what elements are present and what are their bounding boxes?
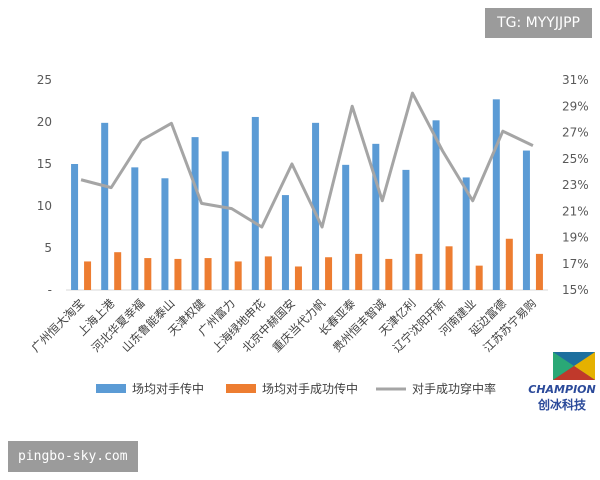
bar-successful-crosses bbox=[144, 258, 152, 290]
bar-crosses bbox=[372, 143, 380, 290]
logo-name: CHAMPION bbox=[528, 383, 595, 396]
logo-mark-green bbox=[553, 352, 574, 380]
bar-successful-crosses bbox=[84, 261, 92, 290]
y2-tick-label: 29% bbox=[562, 99, 589, 113]
bar-crosses bbox=[191, 137, 199, 290]
bar-successful-crosses bbox=[204, 258, 212, 290]
legend-label: 场均对手成功传中 bbox=[262, 381, 358, 396]
bar-crosses bbox=[492, 99, 500, 290]
bar-successful-crosses bbox=[385, 258, 393, 290]
y2-tick-label: 15% bbox=[562, 283, 589, 297]
bar-crosses bbox=[312, 122, 320, 290]
y-tick-label: 10 bbox=[37, 199, 52, 213]
bar-crosses bbox=[522, 150, 530, 290]
y-tick-label: 15 bbox=[37, 157, 52, 171]
bar-crosses bbox=[402, 169, 410, 290]
bar-successful-crosses bbox=[415, 253, 423, 290]
legend-label: 对手成功穿中率 bbox=[412, 381, 496, 396]
combo-chart: -51015202515%17%19%21%23%25%27%29%31%广州恒… bbox=[28, 73, 596, 412]
watermark-url: pingbo-sky.com bbox=[8, 441, 138, 472]
bar-successful-crosses bbox=[355, 253, 363, 290]
bar-crosses bbox=[101, 122, 109, 290]
line-success-rate bbox=[80, 91, 534, 229]
bar-successful-crosses bbox=[264, 256, 272, 290]
bar-crosses bbox=[221, 151, 229, 290]
bar-crosses bbox=[342, 164, 350, 290]
bar-crosses bbox=[71, 164, 79, 290]
y2-tick-label: 23% bbox=[562, 178, 589, 192]
y-tick-label: - bbox=[48, 283, 52, 297]
y2-tick-label: 21% bbox=[562, 204, 589, 218]
y2-tick-label: 25% bbox=[562, 152, 589, 166]
bar-crosses bbox=[161, 178, 169, 290]
chart-panel: -5 10 15 20 25 15% 17% 19% 21% 23% 25% 27% 29% 31% 广州恒… bbox=[0, 60, 600, 420]
bar-crosses bbox=[432, 120, 440, 290]
bar-successful-crosses bbox=[114, 252, 122, 290]
bar-crosses bbox=[131, 167, 139, 290]
logo-subtitle: 创冰科技 bbox=[537, 397, 587, 412]
bar-successful-crosses bbox=[325, 257, 333, 290]
logo-mark-red bbox=[553, 366, 595, 380]
legend-swatch bbox=[96, 384, 126, 393]
y-tick-label: 5 bbox=[44, 241, 52, 255]
y2-tick-label: 27% bbox=[562, 126, 589, 140]
logo-mark-yellow bbox=[574, 352, 595, 380]
legend-label: 场均对手传中 bbox=[132, 381, 204, 396]
legend-swatch bbox=[226, 384, 256, 393]
y-tick-label: 25 bbox=[37, 73, 52, 87]
bar-successful-crosses bbox=[505, 238, 513, 290]
bar-successful-crosses bbox=[294, 266, 302, 290]
y2-tick-label: 17% bbox=[562, 257, 589, 271]
bar-successful-crosses bbox=[445, 246, 453, 290]
bar-successful-crosses bbox=[234, 261, 242, 290]
bar-crosses bbox=[281, 195, 289, 290]
y2-tick-label: 19% bbox=[562, 231, 589, 245]
bar-successful-crosses bbox=[475, 265, 483, 290]
bar-crosses bbox=[251, 116, 259, 291]
watermark-tag: TG: MYYJJPP bbox=[485, 8, 592, 38]
bar-successful-crosses bbox=[535, 253, 543, 290]
bar-crosses bbox=[462, 177, 470, 290]
y-tick-label: 20 bbox=[37, 115, 52, 129]
y2-tick-label: 31% bbox=[562, 73, 589, 87]
bar-successful-crosses bbox=[174, 258, 182, 290]
